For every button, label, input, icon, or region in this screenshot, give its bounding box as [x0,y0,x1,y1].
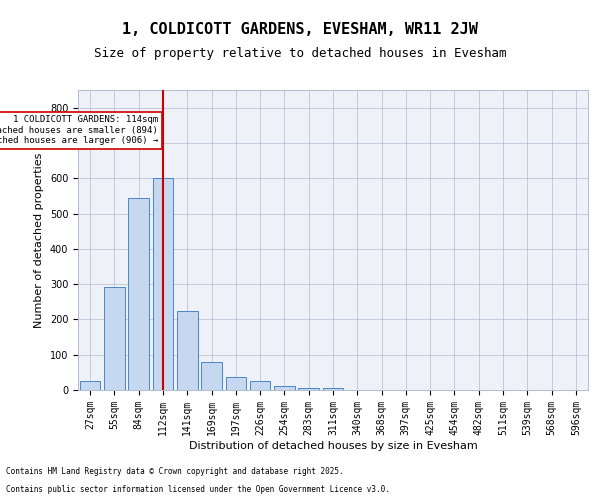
Bar [274,386,295,390]
Text: Contains HM Land Registry data © Crown copyright and database right 2025.: Contains HM Land Registry data © Crown c… [6,467,344,476]
Bar [226,376,246,390]
Bar [128,198,149,390]
Bar [298,388,319,390]
Text: 1 COLDICOTT GARDENS: 114sqm
← 49% of detached houses are smaller (894)
50% of se: 1 COLDICOTT GARDENS: 114sqm ← 49% of det… [0,116,158,146]
Bar [323,388,343,390]
Bar [250,381,271,390]
Text: Size of property relative to detached houses in Evesham: Size of property relative to detached ho… [94,48,506,60]
Text: Contains public sector information licensed under the Open Government Licence v3: Contains public sector information licen… [6,485,390,494]
Y-axis label: Number of detached properties: Number of detached properties [34,152,44,328]
Bar [201,362,222,390]
Bar [104,287,125,390]
Text: 1, COLDICOTT GARDENS, EVESHAM, WR11 2JW: 1, COLDICOTT GARDENS, EVESHAM, WR11 2JW [122,22,478,38]
Bar [152,178,173,390]
Bar [80,381,100,390]
X-axis label: Distribution of detached houses by size in Evesham: Distribution of detached houses by size … [188,440,478,450]
Bar [177,310,197,390]
